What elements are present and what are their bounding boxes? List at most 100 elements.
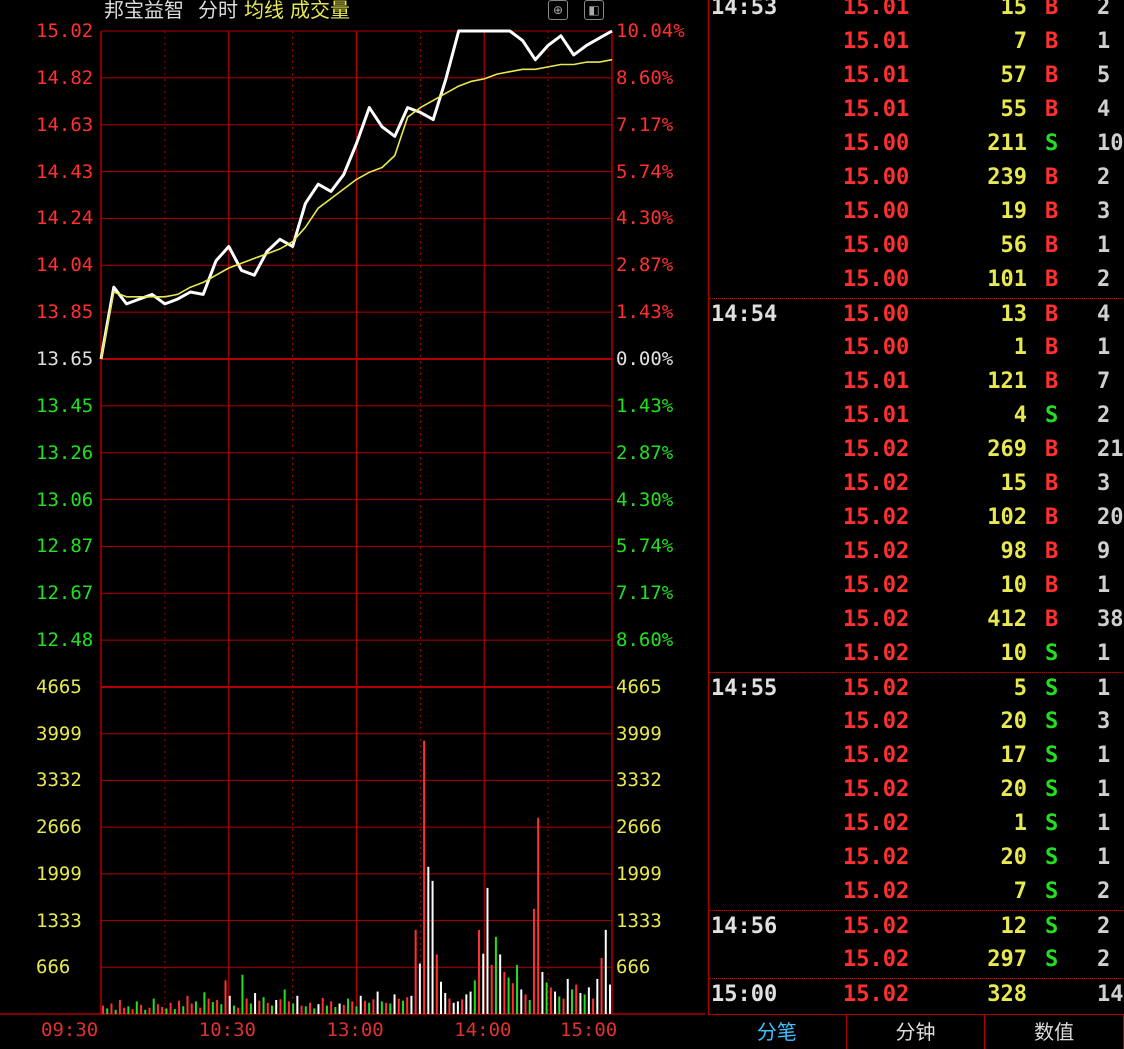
tick-count: 2: [1097, 914, 1111, 939]
tick-count: 7: [1097, 369, 1111, 394]
tick-row[interactable]: 15.02 269 B 21: [709, 434, 1124, 468]
tick-price: 15.02: [843, 573, 910, 598]
tick-count: 38: [1097, 607, 1124, 632]
tick-row[interactable]: 15.02 10 S 1: [709, 638, 1124, 672]
tick-side: S: [1045, 947, 1059, 972]
panel-toggle-icon[interactable]: ◧: [584, 0, 604, 20]
tick-volume: 98: [1000, 539, 1028, 564]
tick-row[interactable]: 15.00 56 B 1: [709, 230, 1124, 264]
tick-count: 1: [1097, 335, 1111, 360]
tick-row[interactable]: 15.02 297 S 2: [709, 944, 1124, 978]
tick-row[interactable]: 14:53 15.01 15 B 2: [709, 0, 1124, 26]
tick-volume: 55: [1000, 97, 1028, 122]
tab-0[interactable]: 分笔: [708, 1015, 847, 1049]
tick-side: B: [1045, 199, 1059, 224]
tab-2[interactable]: 数值: [985, 1015, 1124, 1049]
tick-row[interactable]: 15.01 57 B 5: [709, 60, 1124, 94]
tick-row[interactable]: 15.00 19 B 3: [709, 196, 1124, 230]
mode-label[interactable]: 分时: [198, 0, 238, 22]
tick-price: 15.00: [843, 165, 910, 190]
avg-line-label[interactable]: 均线: [244, 0, 284, 22]
tick-row[interactable]: 14:56 15.02 12 S 2: [709, 910, 1124, 945]
tick-row[interactable]: 15.02 412 B 38: [709, 604, 1124, 638]
tick-volume: 297: [987, 947, 1027, 972]
tick-price: 15.00: [843, 233, 910, 258]
tick-count: 1: [1097, 676, 1111, 701]
tick-row[interactable]: 15.02 17 S 1: [709, 740, 1124, 774]
tick-volume: 102: [987, 505, 1027, 530]
tick-row[interactable]: 15.02 98 B 9: [709, 536, 1124, 570]
tick-row[interactable]: 15.00 239 B 2: [709, 162, 1124, 196]
price-tick-label: 14.63: [36, 113, 94, 136]
tick-row[interactable]: 15.00 101 B 2: [709, 264, 1124, 298]
tick-count: 1: [1097, 811, 1111, 836]
tick-side: S: [1045, 709, 1059, 734]
tick-side: B: [1045, 29, 1059, 54]
tick-price: 15.02: [843, 845, 910, 870]
percent-tick-label: 10.04%: [616, 20, 685, 42]
percent-tick-label: 8.60%: [616, 629, 674, 652]
tick-price: 15.02: [843, 811, 910, 836]
tick-row[interactable]: 15.01 4 S 2: [709, 400, 1124, 434]
tick-row[interactable]: 15.00 1 B 1: [709, 332, 1124, 366]
tick-row[interactable]: 15.02 20 S 1: [709, 842, 1124, 876]
tick-count: 2: [1097, 165, 1111, 190]
tick-row[interactable]: 15.02 7 S 2: [709, 876, 1124, 910]
volume-tick-label: 666: [616, 956, 651, 979]
tick-row[interactable]: 15.02 20 S 3: [709, 706, 1124, 740]
tick-volume: 5: [1013, 676, 1027, 701]
tick-time: 14:53: [711, 0, 778, 20]
tick-count: 1: [1097, 641, 1111, 666]
tick-list[interactable]: 14:53 15.01 15 B 2 15.01 7 B 1 15.01 57 B 5 15.01 55 B 4…: [708, 0, 1124, 1014]
tick-side: B: [1045, 471, 1059, 496]
tick-row[interactable]: 14:55 15.02 5 S 1: [709, 672, 1124, 707]
percent-tick-label: 4.30%: [616, 207, 674, 230]
tick-price: 15.00: [843, 335, 910, 360]
tick-row[interactable]: 15.02 10 B 1: [709, 570, 1124, 604]
tick-count: 5: [1097, 63, 1111, 88]
tick-volume: 269: [987, 437, 1027, 462]
tick-volume: 328: [987, 982, 1027, 1007]
tick-row[interactable]: 15.02 1 S 1: [709, 808, 1124, 842]
tab-1[interactable]: 分钟: [847, 1015, 986, 1049]
bottom-tabs: 分笔 分钟 数值: [708, 1014, 1124, 1049]
tick-row[interactable]: 14:54 15.00 13 B 4: [709, 298, 1124, 333]
tick-row[interactable]: 15.01 7 B 1: [709, 26, 1124, 60]
tick-row[interactable]: 15.02 20 S 1: [709, 774, 1124, 808]
volume-tick-label: 3999: [616, 722, 662, 745]
tick-side: B: [1045, 233, 1059, 258]
tick-side: B: [1045, 573, 1059, 598]
volume-label[interactable]: 成交量: [290, 0, 350, 22]
tick-price: 15.02: [843, 437, 910, 462]
price-tick-label: 15.02: [36, 20, 94, 42]
tick-volume: 1: [1013, 335, 1027, 360]
percent-tick-label: 1.43%: [616, 394, 674, 417]
tick-count: 1: [1097, 777, 1111, 802]
tick-side: S: [1045, 914, 1059, 939]
tick-row[interactable]: 15.00 211 S 10: [709, 128, 1124, 162]
zoom-icon[interactable]: ⊕: [548, 0, 568, 20]
tick-count: 1: [1097, 233, 1111, 258]
volume-tick-label: 2666: [36, 816, 82, 839]
price-tick-label: 13.06: [36, 488, 94, 511]
price-tick-label: 13.85: [36, 301, 94, 324]
tick-side: S: [1045, 879, 1059, 904]
tick-price: 15.02: [843, 879, 910, 904]
price-line: [99, 29, 613, 360]
tick-count: 2: [1097, 879, 1111, 904]
tick-volume: 15: [1000, 0, 1028, 20]
tick-price: 15.02: [843, 914, 910, 939]
tick-row[interactable]: 15.02 15 B 3: [709, 468, 1124, 502]
tick-price: 15.01: [843, 29, 910, 54]
chart-canvas[interactable]: [0, 0, 705, 1048]
intraday-chart-panel[interactable]: 邦宝益智 分时 均线 成交量 ⊕ ◧ 15.02 10.04% 14.82 8.60%…: [0, 0, 705, 1048]
tick-row[interactable]: 15.02 102 B 20: [709, 502, 1124, 536]
tick-side: B: [1045, 267, 1059, 292]
price-tick-label: 12.87: [36, 535, 94, 558]
tick-side: B: [1045, 539, 1059, 564]
tick-volume: 121: [987, 369, 1027, 394]
tick-row[interactable]: 15:00 15.02 328 14: [709, 978, 1124, 1013]
tick-count: 21: [1097, 437, 1124, 462]
tick-row[interactable]: 15.01 121 B 7: [709, 366, 1124, 400]
tick-row[interactable]: 15.01 55 B 4: [709, 94, 1124, 128]
